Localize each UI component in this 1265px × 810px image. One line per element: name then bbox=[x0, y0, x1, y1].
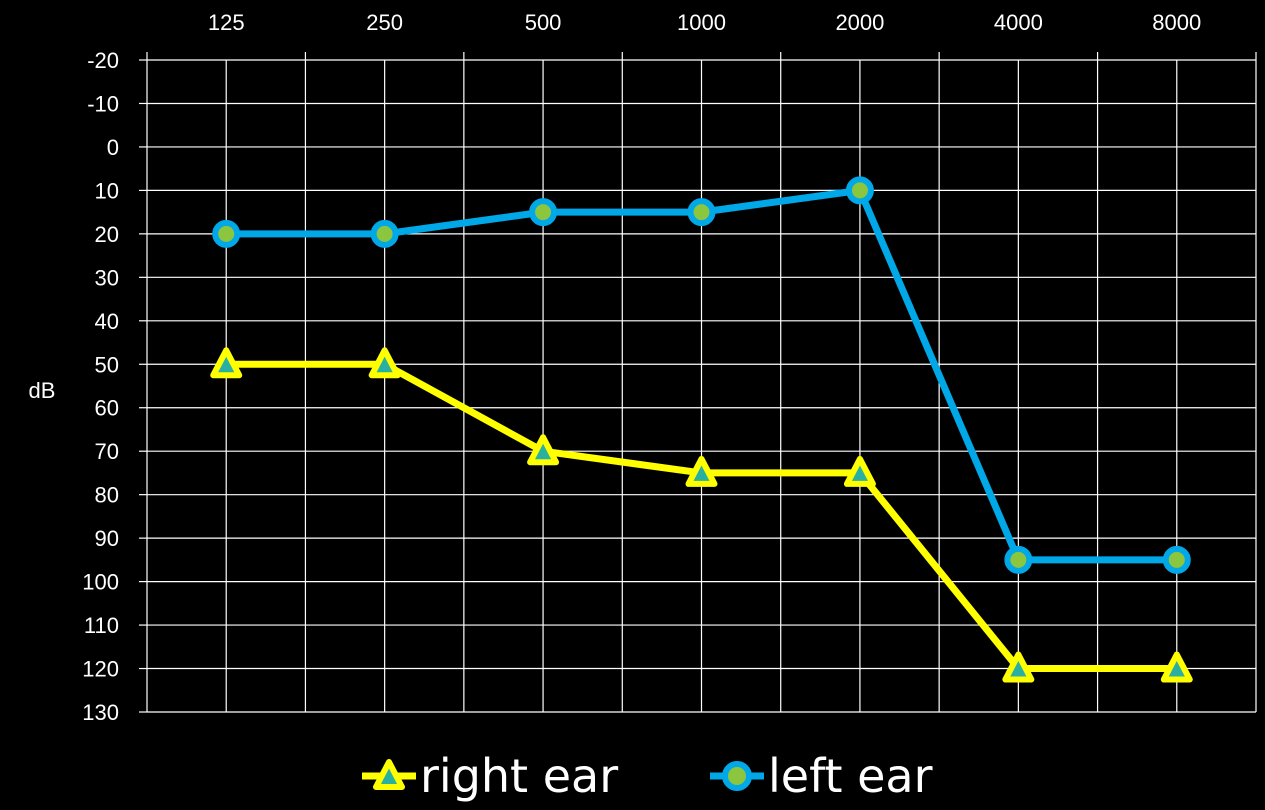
y-tick-label: 50 bbox=[95, 352, 119, 377]
circle-marker bbox=[370, 219, 399, 248]
x-tick-label: 4000 bbox=[994, 10, 1043, 35]
circle-marker bbox=[845, 176, 874, 205]
circle-marker bbox=[529, 198, 558, 227]
series-group bbox=[210, 176, 1193, 683]
y-tick-label: 10 bbox=[95, 178, 119, 203]
x-tick-label: 8000 bbox=[1152, 10, 1201, 35]
y-tick-label: 60 bbox=[95, 396, 119, 421]
triangle-marker bbox=[373, 759, 405, 790]
legend: right ear left ear bbox=[362, 749, 933, 803]
y-tick-label: 110 bbox=[84, 613, 119, 638]
y-tick-label: 70 bbox=[95, 439, 119, 464]
circle-marker bbox=[722, 761, 752, 791]
series-right-ear bbox=[210, 347, 1193, 683]
y-tick-label: 100 bbox=[82, 570, 119, 595]
x-tick-label: 500 bbox=[525, 10, 562, 35]
x-tick-label: 2000 bbox=[835, 10, 884, 35]
grid bbox=[139, 52, 1257, 713]
x-tick-label: 125 bbox=[208, 10, 245, 35]
y-tick-label: 130 bbox=[82, 700, 119, 725]
circle-marker bbox=[1004, 545, 1033, 574]
legend-label: left ear bbox=[768, 749, 933, 803]
triangle-marker bbox=[685, 455, 718, 487]
triangle-marker bbox=[527, 434, 560, 466]
triangle-marker bbox=[1160, 651, 1193, 683]
y-axis-label: dB bbox=[29, 378, 56, 403]
y-tick-label: 0 bbox=[107, 135, 119, 160]
series-left-ear bbox=[212, 176, 1191, 574]
y-tick-label: 40 bbox=[95, 309, 119, 334]
triangle-marker bbox=[368, 347, 401, 379]
y-tick-label: -10 bbox=[87, 91, 119, 116]
x-tick-label: 1000 bbox=[677, 10, 726, 35]
triangle-marker bbox=[210, 347, 243, 379]
circle-marker bbox=[687, 198, 716, 227]
legend-item: left ear bbox=[710, 749, 933, 803]
y-tick-label: 20 bbox=[95, 222, 119, 247]
triangle-marker bbox=[1002, 651, 1035, 683]
legend-label: right ear bbox=[420, 749, 618, 803]
circle-marker bbox=[212, 219, 241, 248]
y-tick-label: 120 bbox=[82, 657, 119, 682]
y-tick-label: 30 bbox=[95, 265, 119, 290]
x-axis-ticks: 125 250 500 1000 2000 4000 8000 bbox=[208, 10, 1201, 35]
y-axis-ticks: -20 -10 0 10 20 30 40 50 60 70 80 90 100 110 120 130 bbox=[82, 48, 119, 725]
y-tick-label: -20 bbox=[87, 48, 119, 73]
circle-marker bbox=[1162, 545, 1191, 574]
x-tick-label: 250 bbox=[366, 10, 403, 35]
triangle-marker bbox=[843, 455, 876, 487]
y-tick-label: 80 bbox=[95, 483, 119, 508]
legend-item: right ear bbox=[362, 749, 618, 803]
y-tick-label: 90 bbox=[95, 526, 119, 551]
